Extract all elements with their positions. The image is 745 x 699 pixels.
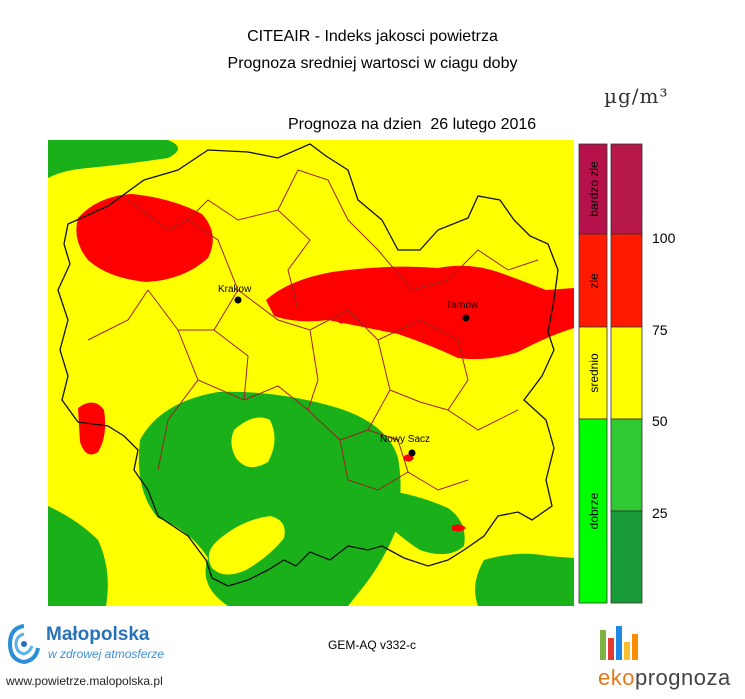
zone-bad-north-west <box>76 194 213 282</box>
ekoprognoza-wordmark: ekoprognoza <box>598 665 731 691</box>
zone-good-south <box>138 391 401 606</box>
forecast-prefix: Prognoza na dzien <box>288 116 422 133</box>
forecast-date: 26 lutego 2016 <box>430 116 537 133</box>
legend-color-scale: bardzo zle zle srednio dobrze <box>578 143 643 604</box>
zone-moderate-island-2 <box>208 516 285 575</box>
forecast-date-line: Prognoza na dzien 26 lutego 2016 <box>288 116 536 134</box>
city-label: Tarnow <box>446 300 479 311</box>
page-title: CITEAIR - Indeks jakosci powietrza <box>247 28 498 45</box>
legend-tick-75: 75 <box>652 322 668 338</box>
city-label: Krakow <box>218 284 252 295</box>
city-marker <box>408 449 416 457</box>
legend-category-very-bad <box>578 143 608 235</box>
brand-tagline: w zdrowej atmosferze <box>48 647 165 661</box>
zone-good-top-left <box>48 140 178 178</box>
zone-moderate-island-1 <box>231 417 275 468</box>
legend-label-good: dobrze <box>587 492 601 529</box>
ekoprognoza-bars-icon <box>600 626 638 660</box>
city-label: Nowy Sacz <box>380 434 430 445</box>
air-quality-map: Krakow Tarnow Nowy Sacz <box>48 140 574 606</box>
legend-value-0-25 <box>610 510 643 604</box>
city-tarnow: Tarnow <box>446 300 479 322</box>
unit-label: µg/m³ <box>604 84 669 108</box>
voivodeship-boundary <box>57 143 559 587</box>
legend-tick-25: 25 <box>652 505 668 521</box>
legend-category-good <box>578 418 608 604</box>
legend-value-50-75 <box>610 326 643 420</box>
zone-bad-spot-2 <box>452 524 466 532</box>
brand-name: Małopolska <box>46 624 150 645</box>
legend-category-moderate <box>578 326 608 420</box>
wordmark-prefix: eko <box>598 665 635 690</box>
legend-label-very-bad: bardzo zle <box>587 161 601 217</box>
city-marker <box>462 314 470 322</box>
city-krakow: Krakow <box>218 284 252 304</box>
legend-value-100plus <box>610 143 643 235</box>
model-version: GEM-AQ v332-c <box>328 638 417 652</box>
legend-label-moderate: srednio <box>587 353 601 393</box>
city-marker <box>234 296 242 304</box>
brand-url-link[interactable]: www.powietrze.malopolska.pl <box>6 674 163 688</box>
zone-good-south-east <box>384 490 465 555</box>
zone-bad-spot-1 <box>338 315 346 324</box>
zone-good-bottom-right <box>475 553 574 606</box>
legend-label-bad: zle <box>587 273 601 289</box>
zone-bad-central <box>266 265 574 360</box>
legend-tick-100: 100 <box>652 230 676 246</box>
city-nowy-sacz: Nowy Sacz <box>380 434 430 457</box>
malopolska-logo-icon <box>7 624 40 665</box>
wordmark-suffix: prognoza <box>634 665 731 690</box>
legend-tick-50: 50 <box>652 413 668 429</box>
legend-value-75-100 <box>610 233 643 328</box>
page-subtitle: Prognoza sredniej wartosci w ciagu doby <box>227 55 518 72</box>
zone-good-bottom-left <box>48 506 108 606</box>
zone-bad-west <box>78 402 106 455</box>
legend-category-bad <box>578 233 608 328</box>
legend-value-25-50 <box>610 418 643 512</box>
district-boundaries <box>87 169 539 491</box>
